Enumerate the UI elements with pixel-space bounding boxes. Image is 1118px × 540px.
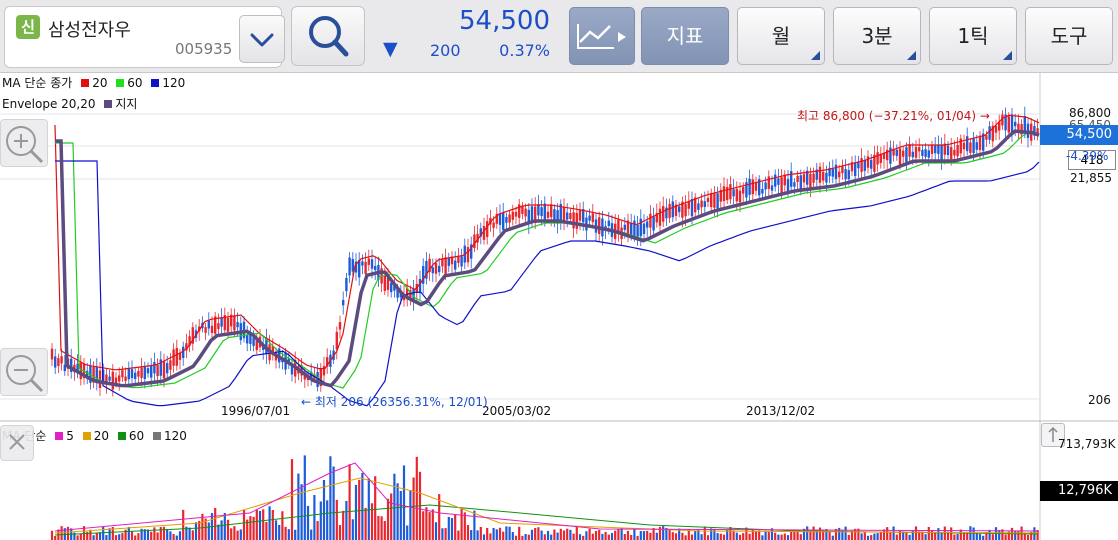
tick-label: 1틱: [957, 24, 989, 48]
axis-label-206: 206: [1088, 393, 1111, 407]
tick-button[interactable]: 1틱: [929, 7, 1017, 65]
stock-selector[interactable]: 신 삼성전자우 005935: [4, 6, 285, 68]
envelope-legend-title: Envelope 20,20: [2, 97, 96, 111]
close-volume-button[interactable]: [0, 425, 34, 461]
legend-vol-20: 20: [93, 429, 110, 443]
search-icon: [309, 16, 349, 57]
line-chart-icon: [577, 24, 626, 49]
legend-swatch: [116, 79, 125, 87]
legend-swatch: [151, 79, 160, 87]
date-label: 1996/07/01: [221, 404, 291, 418]
corner-triangle-icon: [907, 51, 916, 60]
interval-label: 3분: [861, 24, 893, 48]
corner-triangle-icon: [811, 51, 820, 60]
date-label: 2005/03/02: [482, 404, 552, 418]
legend-swatch: [104, 100, 113, 108]
legend-swatch: [81, 79, 90, 87]
chart-type-button[interactable]: [569, 7, 635, 65]
stock-dropdown-button[interactable]: [239, 15, 285, 63]
close-icon: [9, 434, 25, 450]
interval-button[interactable]: 3분: [833, 7, 921, 65]
axis-label-86800: 86,800: [1069, 106, 1111, 120]
corner-triangle-icon: [1003, 51, 1012, 60]
envelope-legend: Envelope 20,20 지지: [2, 95, 137, 112]
chart-area[interactable]: MA 단순 종가 20 60 120 Envelope 20,20 지지 418…: [0, 73, 1118, 540]
resize-handle[interactable]: [1041, 423, 1065, 447]
zoom-out-icon: [6, 355, 44, 393]
vertical-arrows-icon: [1048, 426, 1058, 442]
legend-swatch: [82, 432, 91, 440]
current-pct-label: -4.39%: [1066, 149, 1109, 163]
legend-vol-5: 5: [66, 429, 74, 443]
price-change: 200: [430, 41, 461, 60]
legend-ma-60: 60: [127, 76, 143, 90]
chart-grid: [0, 73, 1118, 540]
price-candles: [50, 106, 1039, 397]
high-annotation: 최고 86,800 (−37.21%, 01/04) →: [797, 109, 990, 123]
legend-support: 지지: [115, 97, 138, 111]
search-button[interactable]: [291, 6, 365, 66]
chart-canvas[interactable]: [0, 73, 1118, 540]
stock-name[interactable]: 삼성전자우: [48, 20, 131, 41]
period-label: 월: [771, 24, 791, 48]
date-label: 2013/12/02: [746, 404, 816, 418]
volume-current-tag: 12,796K: [1040, 481, 1118, 501]
legend-ma-20: 20: [92, 76, 108, 90]
current-price: 54,500: [459, 6, 550, 36]
axis-label-21855: 21,855: [1070, 171, 1112, 185]
ma-legend-title: MA 단순 종가: [2, 76, 73, 90]
indicator-button[interactable]: 지표: [641, 7, 729, 65]
volume-bars: [50, 455, 1039, 540]
legend-swatch: [152, 432, 161, 440]
price-change-rate: 0.37%: [499, 41, 550, 60]
current-price-tag: 54,500: [1040, 125, 1118, 145]
moving-average-lines: [54, 114, 1040, 407]
scale-value[interactable]: 418: [1068, 150, 1116, 170]
volume-ma-legend: MA 단순 5 20 60 120: [2, 427, 187, 444]
period-button[interactable]: 월: [737, 7, 825, 65]
stock-badge: 신: [16, 15, 40, 39]
legend-vol-120: 120: [163, 429, 187, 443]
legend-swatch: [117, 432, 126, 440]
zoom-in-icon: [6, 126, 44, 164]
volume-max-label: 713,793K: [1058, 437, 1116, 451]
down-arrow-icon: ▼: [383, 38, 398, 60]
ma-legend: MA 단순 종가 20 60 120: [2, 74, 185, 91]
legend-ma-120: 120: [162, 76, 186, 90]
legend-swatch: [55, 432, 64, 440]
toolbar: 신 삼성전자우 005935 54,500 ▼ 200 0.37% 지표 월 3…: [0, 0, 1118, 73]
zoom-in-button[interactable]: [0, 119, 48, 167]
low-annotation: ← 최저 206 (26356.31%, 12/01): [301, 395, 488, 409]
stock-code: 005935: [175, 40, 233, 58]
tools-button[interactable]: 도구: [1025, 7, 1113, 65]
legend-vol-60: 60: [128, 429, 145, 443]
chevron-down-icon: [250, 33, 274, 47]
zoom-out-button[interactable]: [0, 348, 48, 396]
